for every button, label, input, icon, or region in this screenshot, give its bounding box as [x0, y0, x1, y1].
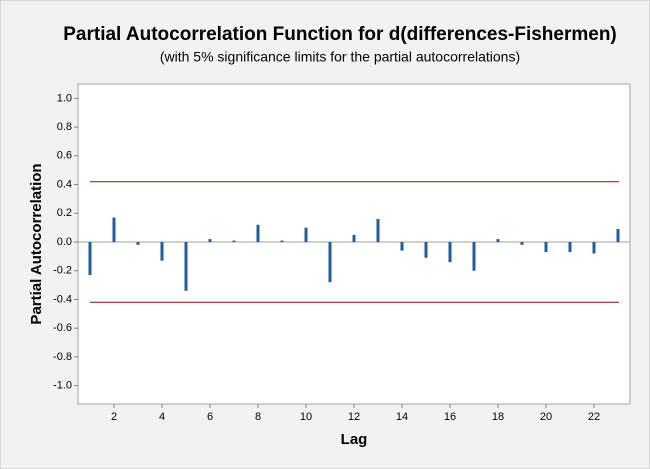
pacf-bar — [112, 217, 116, 242]
y-tick-label: -0.8 — [53, 351, 72, 363]
x-tick-label: 6 — [207, 411, 213, 423]
x-tick-label: 20 — [540, 411, 552, 423]
pacf-bar — [592, 242, 596, 254]
pacf-bar — [472, 242, 476, 271]
pacf-bar — [160, 242, 164, 261]
pacf-bar — [544, 242, 548, 253]
pacf-bar — [448, 242, 452, 263]
y-tick-label: 0.2 — [57, 207, 72, 219]
pacf-bar — [184, 242, 188, 291]
y-tick-label: -1.0 — [53, 380, 72, 392]
pacf-bar — [136, 242, 140, 245]
pacf-bar — [568, 242, 572, 253]
y-tick-label: -0.6 — [53, 322, 72, 334]
x-tick-label: 16 — [444, 411, 456, 423]
y-tick-label: 0.8 — [57, 121, 72, 133]
y-tick-label: 0.4 — [57, 178, 72, 190]
pacf-bar — [208, 239, 212, 242]
x-tick-label: 2 — [111, 411, 117, 423]
y-tick-label: -0.4 — [53, 293, 72, 305]
y-tick-label: 1.0 — [57, 92, 72, 104]
pacf-bar — [496, 239, 500, 242]
y-tick-label: 0.6 — [57, 150, 72, 162]
pacf-bar — [256, 224, 260, 242]
x-tick-label: 12 — [348, 411, 360, 423]
pacf-bar — [280, 240, 284, 242]
x-tick-label: 22 — [588, 411, 600, 423]
pacf-bar — [232, 240, 236, 242]
pacf-bar — [520, 242, 524, 245]
plot-area — [77, 83, 631, 405]
pacf-bar — [424, 242, 428, 258]
pacf-bar — [400, 242, 404, 251]
x-tick-label: 18 — [492, 411, 504, 423]
chart-title: Partial Autocorrelation Function for d(d… — [63, 24, 617, 45]
chart-subtitle: (with 5% significance limits for the par… — [160, 49, 520, 65]
x-tick-label: 10 — [300, 411, 312, 423]
x-tick-label: 4 — [159, 411, 165, 423]
pacf-bar — [376, 219, 380, 242]
y-axis-label: Partial Autocorrelation — [28, 163, 45, 324]
x-tick-label: 8 — [255, 411, 261, 423]
pacf-bar — [304, 227, 308, 242]
y-tick-label: -0.2 — [53, 265, 72, 277]
pacf-bar — [88, 242, 92, 276]
x-axis-label: Lag — [341, 431, 368, 448]
x-tick-label: 14 — [396, 411, 408, 423]
pacf-bar — [352, 234, 356, 242]
pacf-bar — [616, 229, 620, 242]
y-tick-label: 0.0 — [57, 236, 72, 248]
pacf-bar — [328, 242, 332, 283]
